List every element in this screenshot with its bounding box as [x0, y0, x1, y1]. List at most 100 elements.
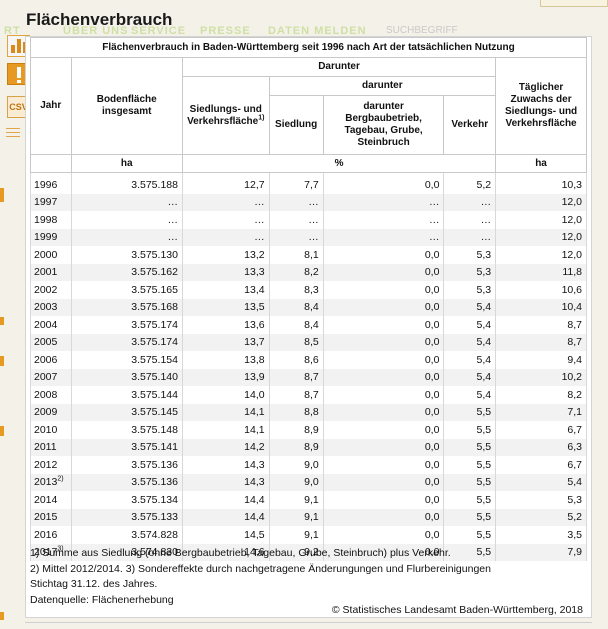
cell-settlement: 8,3 [268, 281, 324, 299]
cell-year: 2009 [30, 403, 72, 421]
cell-mining: … [322, 211, 445, 229]
cell-settlement-traffic: 14,6 [181, 543, 270, 561]
page-title: Flächenverbrauch [26, 10, 173, 29]
header-unit-percent: % [181, 154, 497, 173]
table-caption: Flächenverbrauch in Baden-Württemberg se… [30, 37, 587, 58]
cell-settlement: 8,8 [268, 403, 324, 421]
cell-traffic: 5,3 [443, 263, 497, 281]
footnote-ref: 2) [57, 475, 64, 483]
nav-item-report[interactable]: DATEN MELDEN [268, 25, 367, 37]
cell-daily-growth: 8,2 [495, 386, 587, 404]
cell-mining: 0,0 [322, 403, 445, 421]
header-settlement-traffic-label: Siedlungs- und Verkehrsfläche [187, 103, 262, 127]
cell-total-area: 3.575.188 [70, 172, 183, 194]
cell-settlement: 7,7 [268, 172, 324, 194]
cell-settlement-traffic: 14,1 [181, 403, 270, 421]
cell-daily-growth: 7,9 [495, 543, 587, 561]
table-row: 2015 3.575.133 14,4 9,1 0,0 5,5 5,2 [30, 508, 587, 526]
table-row: 2005 3.575.174 13,7 8,5 0,0 5,4 8,7 [30, 333, 587, 351]
cell-mining: 0,0 [322, 456, 445, 474]
table-row: 2014 3.575.134 14,4 9,1 0,0 5,5 5,3 [30, 491, 587, 509]
cell-year: 1997 [30, 193, 72, 211]
table-row: 20173) 3.574.830 14,6 9,2 0,0 5,5 7,9 [30, 543, 587, 561]
cell-settlement: 8,9 [268, 438, 324, 456]
cell-total-area: 3.575.136 [70, 473, 183, 491]
cell-settlement: 8,5 [268, 333, 324, 351]
cell-settlement: 8,4 [268, 298, 324, 316]
table-row: 20132) 3.575.136 14,3 9,0 0,0 5,5 5,4 [30, 473, 587, 491]
cell-year-value: 2011 [34, 441, 57, 454]
cell-year-value: 2017 [34, 546, 58, 559]
cell-year: 20132) [30, 473, 72, 491]
header-mining: darunter Bergbaubetrieb, Tagebau, Grube,… [322, 95, 445, 155]
cell-settlement-traffic: 14,4 [181, 491, 270, 509]
table-row: 2001 3.575.162 13,3 8,2 0,0 5,3 11,8 [30, 263, 587, 281]
cell-year: 2008 [30, 386, 72, 404]
cell-settlement: 8,7 [268, 368, 324, 386]
cell-year-value: 2015 [34, 511, 58, 524]
cell-traffic: 5,3 [443, 246, 497, 264]
cell-year: 2003 [30, 298, 72, 316]
cell-daily-growth: 7,1 [495, 403, 587, 421]
cell-settlement-traffic: 13,8 [181, 351, 270, 369]
cell-settlement: … [268, 211, 324, 229]
cell-mining: 0,0 [322, 351, 445, 369]
cell-year-value: 2016 [34, 528, 58, 541]
cell-settlement-traffic: 13,2 [181, 246, 270, 264]
cell-year-value: 2002 [34, 283, 58, 296]
header-year: Jahr [30, 57, 72, 155]
nav-item-start[interactable]: RT [4, 25, 21, 37]
table-row: 2012 3.575.136 14,3 9,0 0,0 5,5 6,7 [30, 456, 587, 474]
data-source: Datenquelle: Flächenerhebung [30, 593, 174, 606]
cell-daily-growth: 10,3 [495, 172, 587, 194]
edge-marker [0, 356, 4, 366]
cell-daily-growth: 8,7 [495, 333, 587, 351]
cell-year: 2011 [30, 438, 72, 456]
cell-year: 2004 [30, 316, 72, 334]
data-table: Flächenverbrauch in Baden-Württemberg se… [30, 37, 587, 561]
footnote-ref: 3) [57, 545, 64, 553]
header-total-area: Bodenfläche insgesamt [70, 57, 183, 155]
cell-settlement: 8,1 [268, 246, 324, 264]
table-row: 2008 3.575.144 14,0 8,7 0,0 5,4 8,2 [30, 386, 587, 404]
cell-settlement-traffic: … [181, 193, 270, 211]
cell-mining: 0,0 [322, 386, 445, 404]
header-settlement: Siedlung [268, 95, 324, 155]
cell-settlement: 8,7 [268, 386, 324, 404]
table-row: 2002 3.575.165 13,4 8,3 0,0 5,3 10,6 [30, 281, 587, 299]
table-row: 2004 3.575.174 13,6 8,4 0,0 5,4 8,7 [30, 316, 587, 334]
cell-year-value: 1996 [34, 178, 58, 191]
table-row: 2006 3.575.154 13,8 8,6 0,0 5,4 9,4 [30, 351, 587, 369]
cell-total-area: 3.575.174 [70, 333, 183, 351]
footnote-line: 1) Summe aus Siedlung (ohne Bergbaubetri… [30, 547, 451, 559]
footnote-line: 2) Mittel 2012/2014. 3) Sondereffekte du… [30, 562, 491, 575]
cell-traffic: 5,5 [443, 456, 497, 474]
search-label[interactable]: SUCHBEGRIFF [386, 25, 458, 36]
cell-year-value: 2001 [34, 266, 58, 279]
nav-item-press[interactable]: PRESSE [200, 25, 251, 37]
cell-settlement: 8,4 [268, 316, 324, 334]
cell-year-value: 2012 [34, 458, 58, 471]
nav-item-service[interactable]: SERVICE [131, 25, 187, 37]
cell-settlement-traffic: 13,6 [181, 316, 270, 334]
cell-settlement-traffic: 13,5 [181, 298, 270, 316]
cell-settlement: 8,6 [268, 351, 324, 369]
cell-settlement: … [268, 193, 324, 211]
cell-total-area: … [70, 228, 183, 246]
cell-total-area: 3.575.165 [70, 281, 183, 299]
nav-item-about[interactable]: ÜBER UNS [63, 25, 129, 37]
cell-total-area: 3.575.130 [70, 246, 183, 264]
cell-mining: 0,0 [322, 368, 445, 386]
cell-mining: 0,0 [322, 298, 445, 316]
cell-year-value: 2007 [34, 371, 58, 384]
cell-year: 2005 [30, 333, 72, 351]
csv-download-icon[interactable]: CSV [7, 96, 30, 118]
cell-total-area: 3.575.144 [70, 386, 183, 404]
cell-total-area: 3.575.162 [70, 263, 183, 281]
cell-daily-growth: 12,0 [495, 211, 587, 229]
cell-year: 1998 [30, 211, 72, 229]
header-unit-ha: ha [70, 154, 183, 173]
cell-mining: … [322, 228, 445, 246]
cell-year: 2000 [30, 246, 72, 264]
cell-daily-growth: 6,7 [495, 456, 587, 474]
